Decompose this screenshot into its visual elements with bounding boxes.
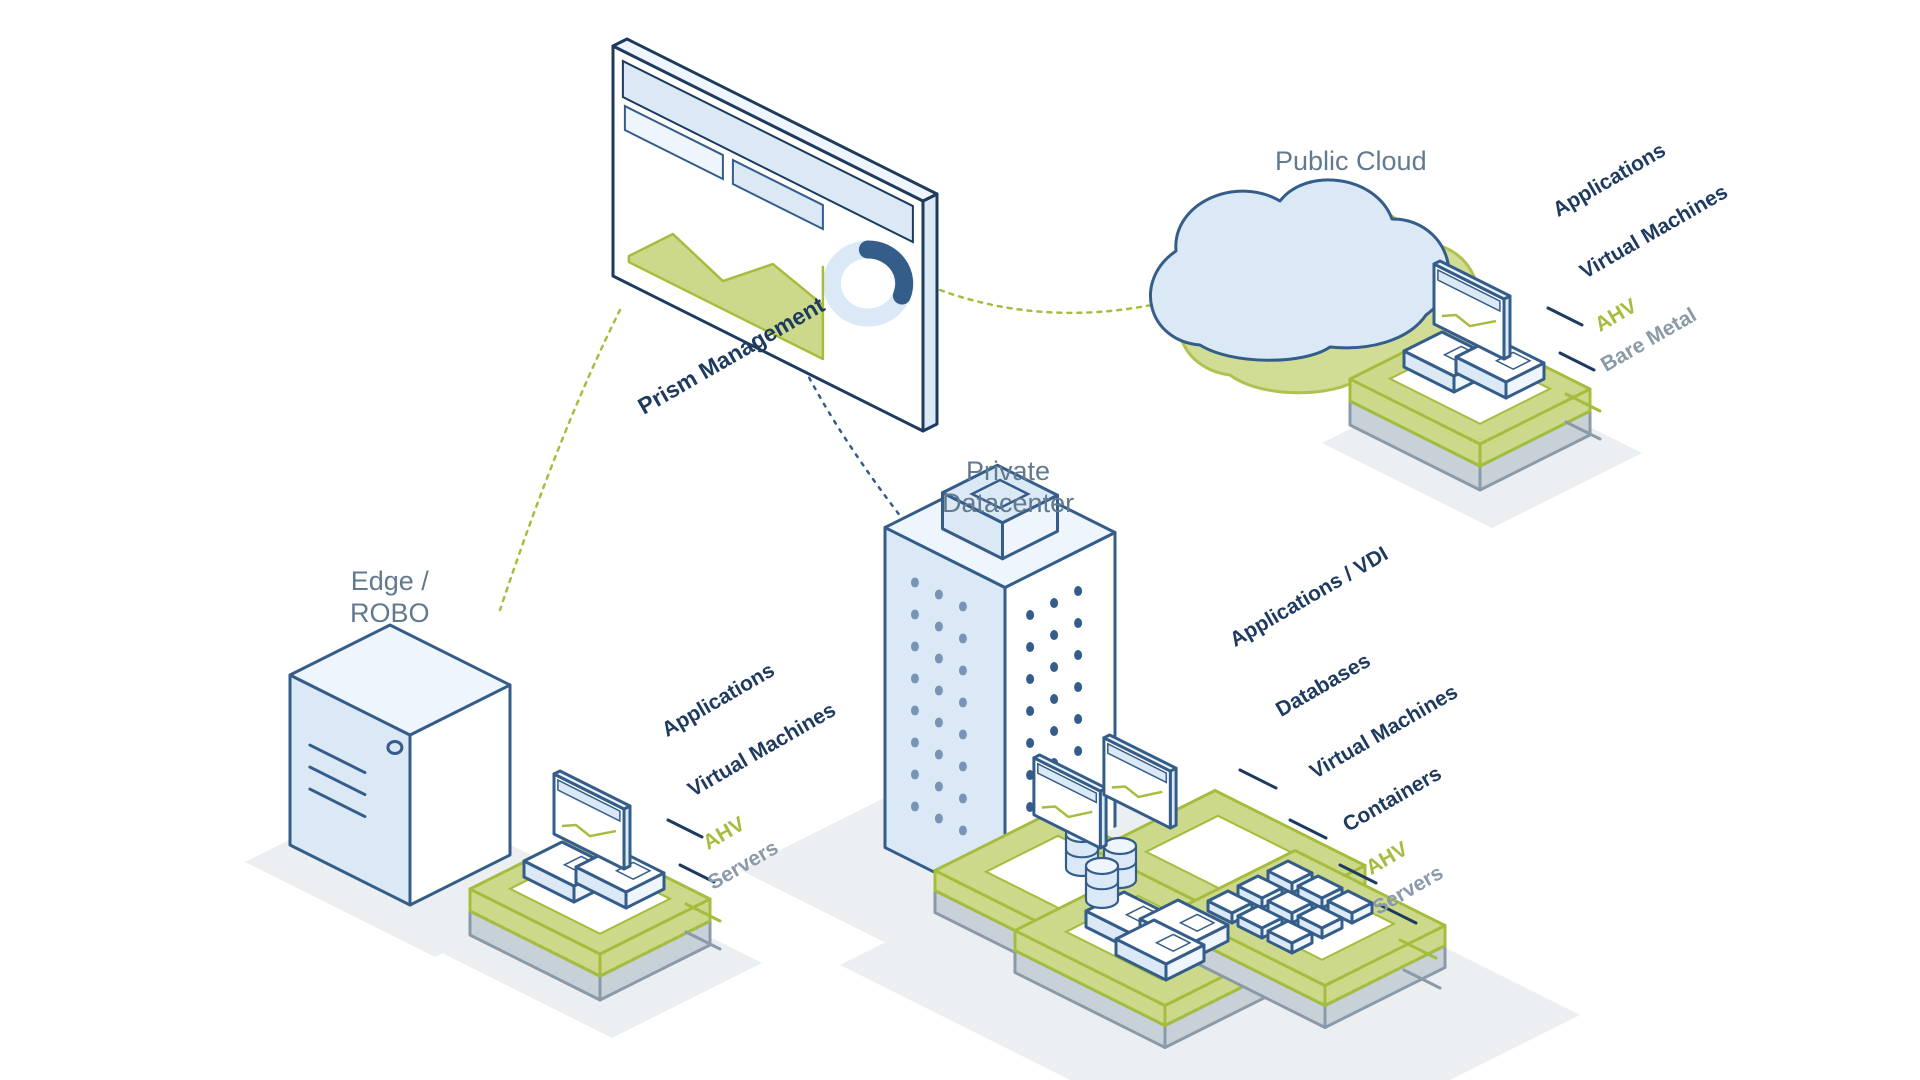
edge-robo-label: Edge / ROBO [350,565,430,630]
private-datacenter-label: Private Datacenter [942,455,1074,520]
public-cloud-label: Public Cloud [1275,145,1427,177]
